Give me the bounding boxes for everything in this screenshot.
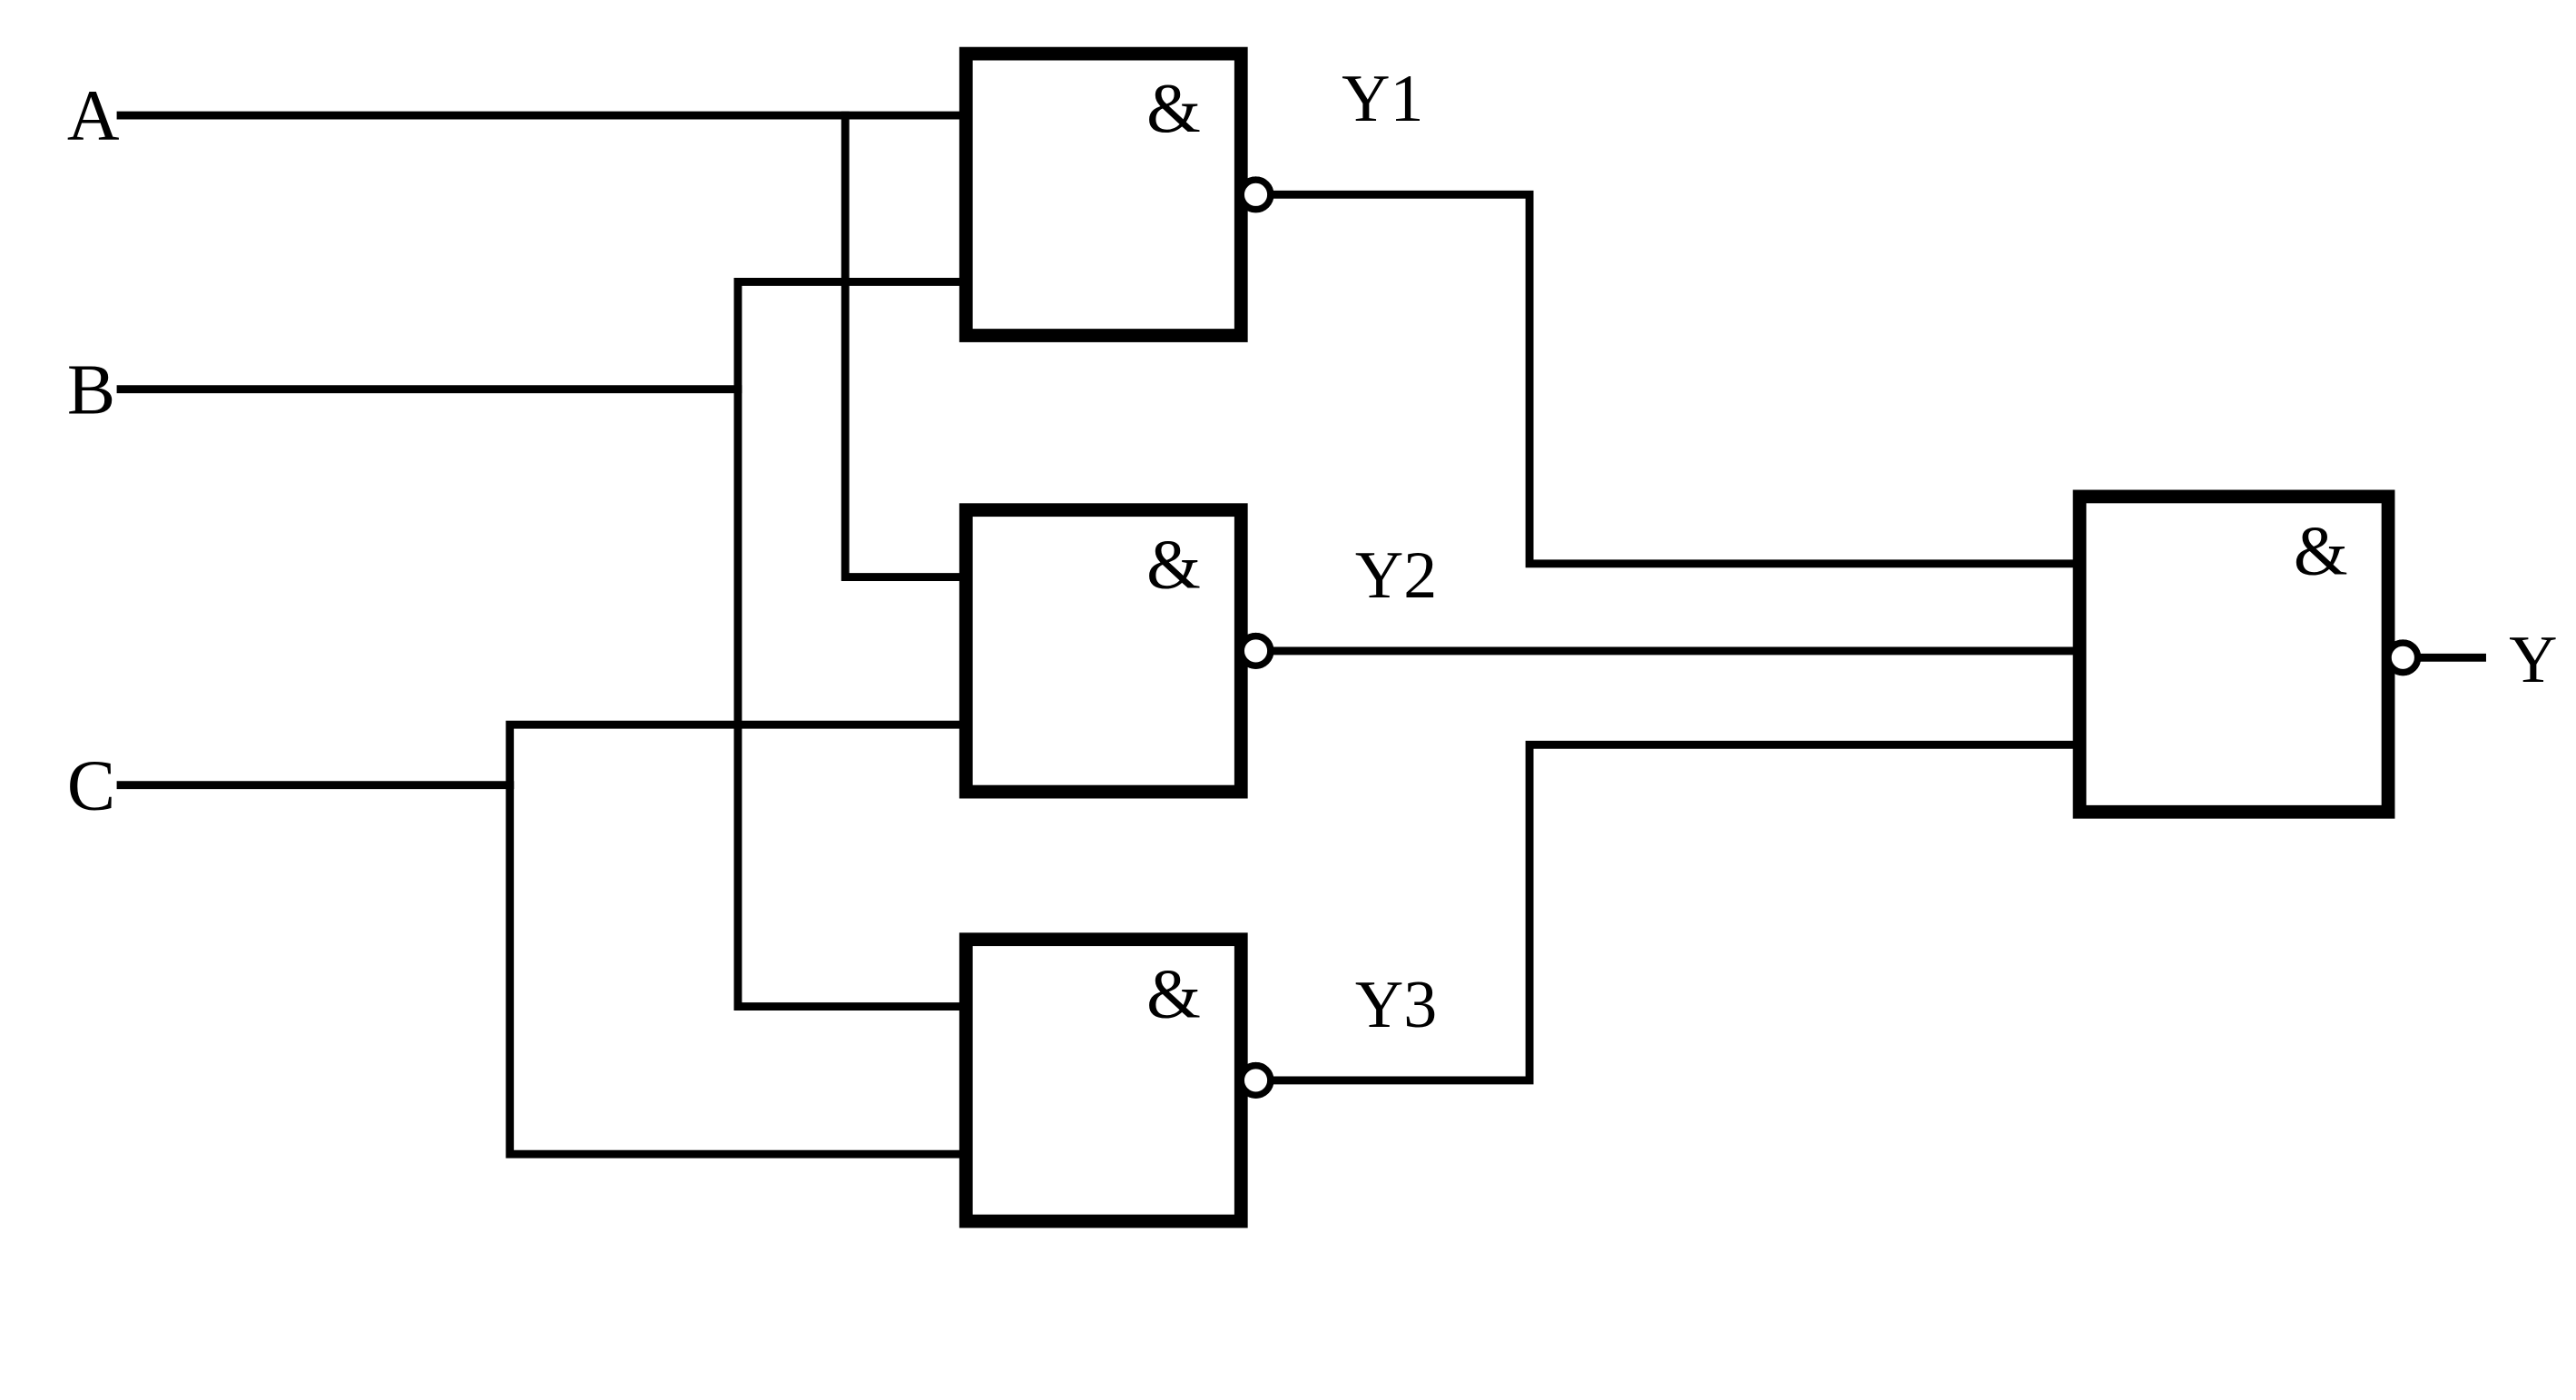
input-label-c: C [67, 745, 115, 825]
nand-gate-1-symbol: & [1146, 70, 1201, 147]
nand-gate-3-symbol: & [1146, 955, 1201, 1032]
signal-label-y3: Y3 [1355, 967, 1437, 1041]
input-label-b: B [67, 350, 115, 429]
logic-circuit-diagram: A B C & & & & Y1 Y2 Y3 Y [0, 0, 2576, 1395]
signal-label-y2: Y2 [1355, 537, 1437, 612]
nand-gate-4-symbol: & [2294, 513, 2348, 590]
output-label-y: Y [2509, 622, 2557, 696]
nand-gate-2-symbol: & [1146, 526, 1201, 603]
input-label-a: A [67, 76, 120, 156]
signal-label-y1: Y1 [1342, 61, 1423, 135]
